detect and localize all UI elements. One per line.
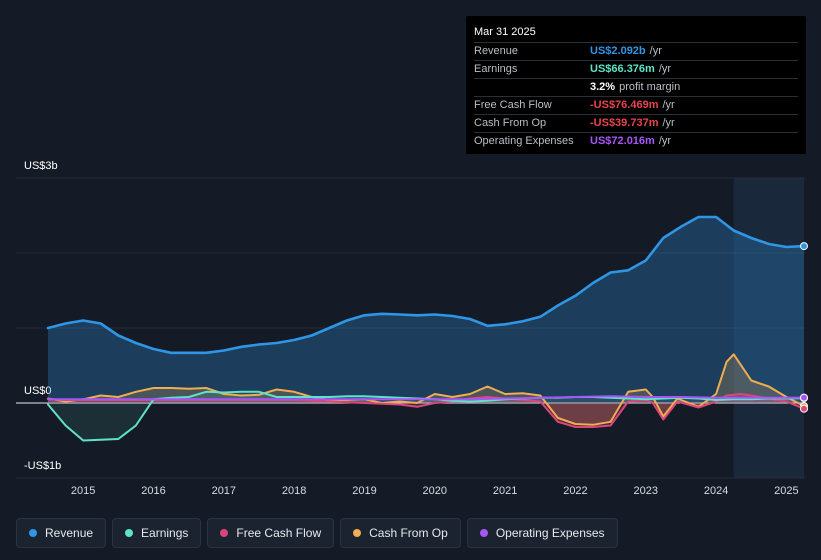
x-tick-label: 2016	[141, 485, 166, 497]
tooltip-unit: profit margin	[619, 81, 681, 93]
legend-item-earnings[interactable]: Earnings	[112, 518, 202, 548]
tooltip-unit: /yr	[658, 63, 672, 75]
tooltip-label: Revenue	[474, 45, 519, 57]
x-tick-label: 2024	[703, 485, 729, 497]
tooltip-value: -US$39.737m	[590, 117, 659, 129]
legend: Revenue Earnings Free Cash Flow Cash From O…	[16, 518, 618, 548]
legend-label: Earnings	[141, 526, 189, 540]
revenue-endpoint	[800, 242, 808, 251]
y-label-zero: US$0	[24, 385, 52, 397]
y-label-bottom: -US$1b	[24, 460, 62, 472]
x-tick-label: 2017	[211, 485, 237, 497]
revenue-area	[48, 217, 804, 403]
tooltip-unit: /yr	[662, 117, 675, 129]
legend-item-free-cash-flow[interactable]: Free Cash Flow	[207, 518, 335, 548]
x-tick-label: 2023	[633, 485, 659, 497]
x-tick-label: 2019	[352, 485, 377, 497]
legend-label: Cash From Op	[369, 526, 448, 540]
tooltip-row: 3.2% profit margin	[474, 78, 798, 96]
revenue-line	[46, 215, 806, 355]
tooltip-label: Cash From Op	[474, 117, 547, 129]
tooltip-value: US$66.376m	[590, 63, 655, 75]
legend-label: Revenue	[45, 526, 94, 540]
legend-item-revenue[interactable]: Revenue	[16, 518, 107, 548]
tooltip-unit: /yr	[658, 135, 672, 147]
tooltip-row: Cash From Op -US$39.737m/yr	[474, 114, 798, 132]
earnings-area	[48, 391, 804, 441]
x-tick-label: 2020	[422, 485, 448, 497]
tooltip-date: Mar 31 2025	[474, 26, 536, 38]
x-tick-label: 2018	[281, 485, 307, 497]
tooltip-value: -US$76.469m	[590, 99, 659, 111]
cash-from-op-line	[47, 353, 805, 426]
cash-from-op-area	[48, 354, 804, 425]
x-tick-label: 2025	[774, 485, 799, 497]
legend-item-operating-expenses[interactable]: Operating Expenses	[466, 518, 618, 548]
legend-item-cash-from-op[interactable]: Cash From Op	[340, 518, 461, 548]
tooltip-row: Earnings US$66.376m/yr	[474, 60, 798, 78]
legend-dot-icon	[29, 529, 37, 537]
tooltip-label: Earnings	[474, 63, 518, 75]
operating-expenses-line	[47, 395, 805, 401]
legend-dot-icon	[125, 529, 134, 537]
tooltip-row: Revenue US$2.092b/yr	[474, 42, 798, 60]
tooltip-value: US$2.092b	[590, 45, 646, 57]
operating-expenses-endpoint	[800, 393, 808, 402]
x-tick-label: 2022	[563, 485, 588, 497]
tooltip-label: Operating Expenses	[474, 135, 574, 147]
legend-dot-icon	[220, 529, 229, 537]
tooltip-unit: /yr	[649, 45, 662, 57]
x-tick-label: 2015	[70, 485, 96, 497]
tooltip-unit: /yr	[662, 99, 675, 111]
tooltip-row: Operating Expenses US$72.016m/yr	[474, 132, 798, 150]
legend-label: Operating Expenses	[495, 526, 605, 540]
legend-dot-icon	[479, 529, 488, 537]
tooltip-value: US$72.016m	[590, 135, 655, 147]
tooltip-row: Free Cash Flow -US$76.469m/yr	[474, 96, 798, 114]
tooltip-label: Free Cash Flow	[474, 99, 552, 111]
free-cash-flow-endpoint	[800, 404, 808, 413]
legend-label: Free Cash Flow	[236, 526, 322, 540]
tooltip-value: 3.2%	[590, 81, 616, 93]
tooltip-panel: Mar 31 2025 Revenue US$2.092b/yr Earnings U…	[466, 16, 806, 154]
y-label-top: US$3b	[24, 160, 58, 172]
x-tick-label: 2021	[492, 485, 518, 497]
chart-area	[16, 177, 808, 479]
legend-dot-icon	[353, 529, 362, 537]
